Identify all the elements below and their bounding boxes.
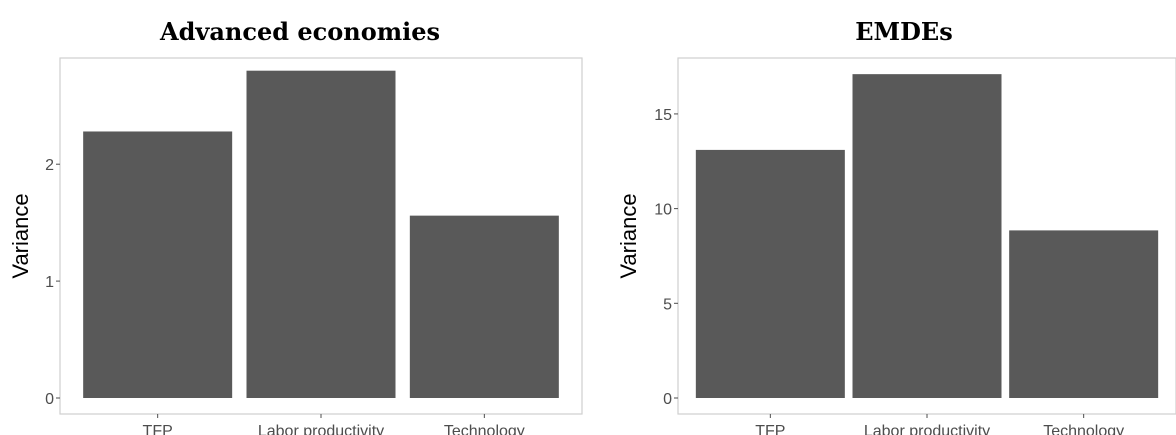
y-axis-label: Variance	[8, 193, 33, 278]
bar-labor-productivity	[852, 74, 1002, 398]
y-tick-label: 0	[663, 391, 672, 408]
x-tick-label: TFP	[143, 423, 173, 435]
y-tick-label: 10	[654, 202, 672, 219]
y-tick-label: 1	[45, 274, 54, 291]
y-tick-label: 15	[654, 107, 672, 124]
y-tick-label: 2	[45, 157, 54, 174]
bar-labor-productivity	[246, 70, 396, 399]
x-tick-label: Labor productivity	[258, 423, 384, 435]
chart-title: EMDEs	[855, 17, 952, 46]
chart-advanced-economies: Advanced economies Variance TFP Labor produ…	[8, 17, 583, 435]
chart-title: Advanced economies	[159, 17, 440, 46]
bar-tfp	[83, 131, 233, 398]
chart-panel-advanced: Advanced economies Variance TFP Labor produ…	[8, 17, 583, 435]
bar-technology	[409, 215, 559, 398]
bar-technology	[1009, 230, 1159, 398]
y-tick-label: 0	[45, 391, 54, 408]
y-tick-label: 5	[663, 296, 672, 313]
x-tick-label: Technology	[1043, 423, 1124, 435]
bar-tfp	[695, 149, 845, 398]
x-tick-label: Technology	[444, 423, 525, 435]
x-tick-label: TFP	[755, 423, 785, 435]
chart-emdes: EMDEs Variance TFP Labor productivity Techno…	[616, 17, 1176, 435]
chart-panel-emdes: EMDEs Variance TFP Labor productivity Techno…	[590, 0, 1176, 435]
y-axis-label: Variance	[616, 193, 641, 278]
x-tick-label: Labor productivity	[864, 423, 990, 435]
